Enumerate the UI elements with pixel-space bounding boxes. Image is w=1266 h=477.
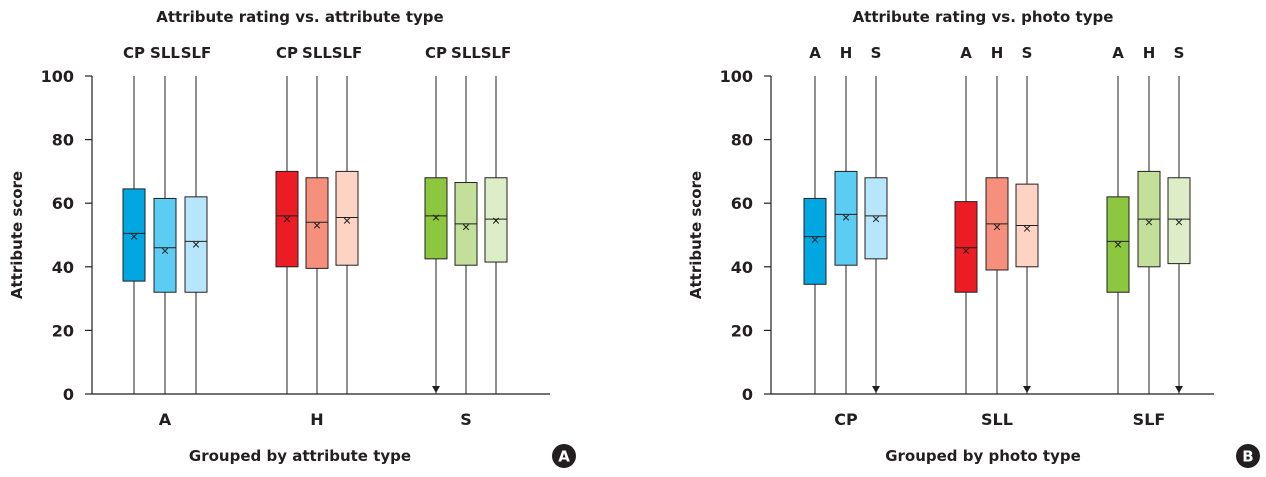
x-axis-label: Grouped by attribute type bbox=[189, 447, 411, 465]
box-iqr bbox=[335, 170, 359, 266]
box-sub-label: CP bbox=[123, 44, 145, 62]
group-label: SLF bbox=[1133, 410, 1166, 429]
box-mean-marker bbox=[872, 215, 880, 223]
y-tick-label: 0 bbox=[742, 385, 753, 404]
panel-badge-label: A bbox=[558, 448, 570, 466]
box-sub-label: H bbox=[991, 44, 1004, 62]
box-sub-label: A bbox=[1112, 44, 1124, 62]
group-label: SLL bbox=[981, 410, 1013, 429]
box-sub-label: A bbox=[960, 44, 972, 62]
box-sub-label: SLF bbox=[481, 44, 512, 62]
y-tick-label: 100 bbox=[720, 67, 753, 86]
box-sub-label: H bbox=[1143, 44, 1156, 62]
box-sub-label: A bbox=[809, 44, 821, 62]
box-sub-label: CP bbox=[425, 44, 447, 62]
box-mean-marker bbox=[1023, 225, 1031, 232]
box-min-arrow bbox=[1175, 386, 1183, 393]
box-sub-label: S bbox=[1022, 44, 1033, 62]
y-tick-label: 80 bbox=[731, 131, 753, 150]
y-tick-label: 60 bbox=[731, 194, 753, 213]
box-mean-marker bbox=[462, 223, 470, 231]
panel-badge bbox=[1236, 444, 1260, 468]
panel-badge bbox=[552, 444, 576, 468]
box-mean-marker bbox=[492, 217, 500, 224]
box-iqr bbox=[803, 197, 827, 285]
box-sub-label: CP bbox=[276, 44, 298, 62]
group-label: A bbox=[159, 410, 172, 429]
box-iqr bbox=[954, 201, 978, 293]
box-sub-label: SLL bbox=[150, 44, 180, 62]
panel-badge-label: B bbox=[1242, 448, 1253, 466]
group-label: CP bbox=[834, 410, 858, 429]
box-mean-marker bbox=[192, 241, 200, 248]
y-tick-label: 20 bbox=[731, 321, 753, 340]
box-iqr bbox=[484, 177, 508, 263]
box-iqr bbox=[834, 170, 858, 266]
y-tick-label: 60 bbox=[52, 194, 74, 213]
box-sub-label: SLL bbox=[302, 44, 332, 62]
box-mean-marker bbox=[1175, 219, 1183, 226]
box-iqr bbox=[424, 177, 448, 260]
y-tick-label: 20 bbox=[52, 321, 74, 340]
y-tick-label: 40 bbox=[52, 258, 74, 277]
box-iqr bbox=[305, 177, 329, 269]
box-iqr bbox=[864, 177, 888, 260]
box-mean-marker bbox=[811, 236, 819, 243]
y-tick-label: 40 bbox=[731, 258, 753, 277]
box-mean-marker bbox=[313, 222, 321, 229]
box-mean-marker bbox=[1114, 241, 1122, 248]
box-iqr bbox=[153, 197, 177, 293]
y-axis-label: Attribute score bbox=[8, 171, 26, 299]
box-mean-marker bbox=[842, 214, 850, 221]
box-mean-marker bbox=[993, 223, 1001, 231]
box-mean-marker bbox=[161, 247, 169, 255]
box-mean-marker bbox=[283, 215, 291, 223]
box-min-arrow bbox=[1023, 386, 1031, 393]
panel-b: Attribute rating vs. photo type 0 20 40 60 80… bbox=[687, 8, 1260, 468]
chart-title: Attribute rating vs. photo type bbox=[853, 8, 1114, 26]
box-sub-label: SLL bbox=[451, 44, 481, 62]
box-iqr bbox=[1167, 177, 1191, 265]
y-tick-label: 0 bbox=[63, 385, 74, 404]
chart-title: Attribute rating vs. attribute type bbox=[156, 8, 443, 26]
box-sub-label: S bbox=[871, 44, 882, 62]
panel-a: Attribute rating vs. attribute type 0 20 40… bbox=[8, 8, 576, 468]
y-tick-label: 100 bbox=[41, 67, 74, 86]
box-sub-label: S bbox=[1174, 44, 1185, 62]
box-mean-marker bbox=[1145, 219, 1153, 226]
group-label: S bbox=[460, 410, 472, 429]
box-min-arrow bbox=[872, 386, 880, 393]
box-sub-label: SLF bbox=[181, 44, 212, 62]
box-iqr bbox=[122, 188, 146, 282]
y-tick-label: 80 bbox=[52, 131, 74, 150]
box-min-arrow bbox=[432, 386, 440, 393]
box-sub-label: H bbox=[840, 44, 853, 62]
y-axis-label: Attribute score bbox=[687, 171, 705, 299]
box-mean-marker bbox=[130, 233, 138, 240]
box-sub-label: SLF bbox=[332, 44, 363, 62]
box-mean-marker bbox=[962, 247, 970, 255]
box-mean-marker bbox=[343, 217, 351, 224]
group-label: H bbox=[310, 410, 323, 429]
box-mean-marker bbox=[432, 214, 440, 221]
x-axis-label: Grouped by photo type bbox=[885, 447, 1081, 465]
